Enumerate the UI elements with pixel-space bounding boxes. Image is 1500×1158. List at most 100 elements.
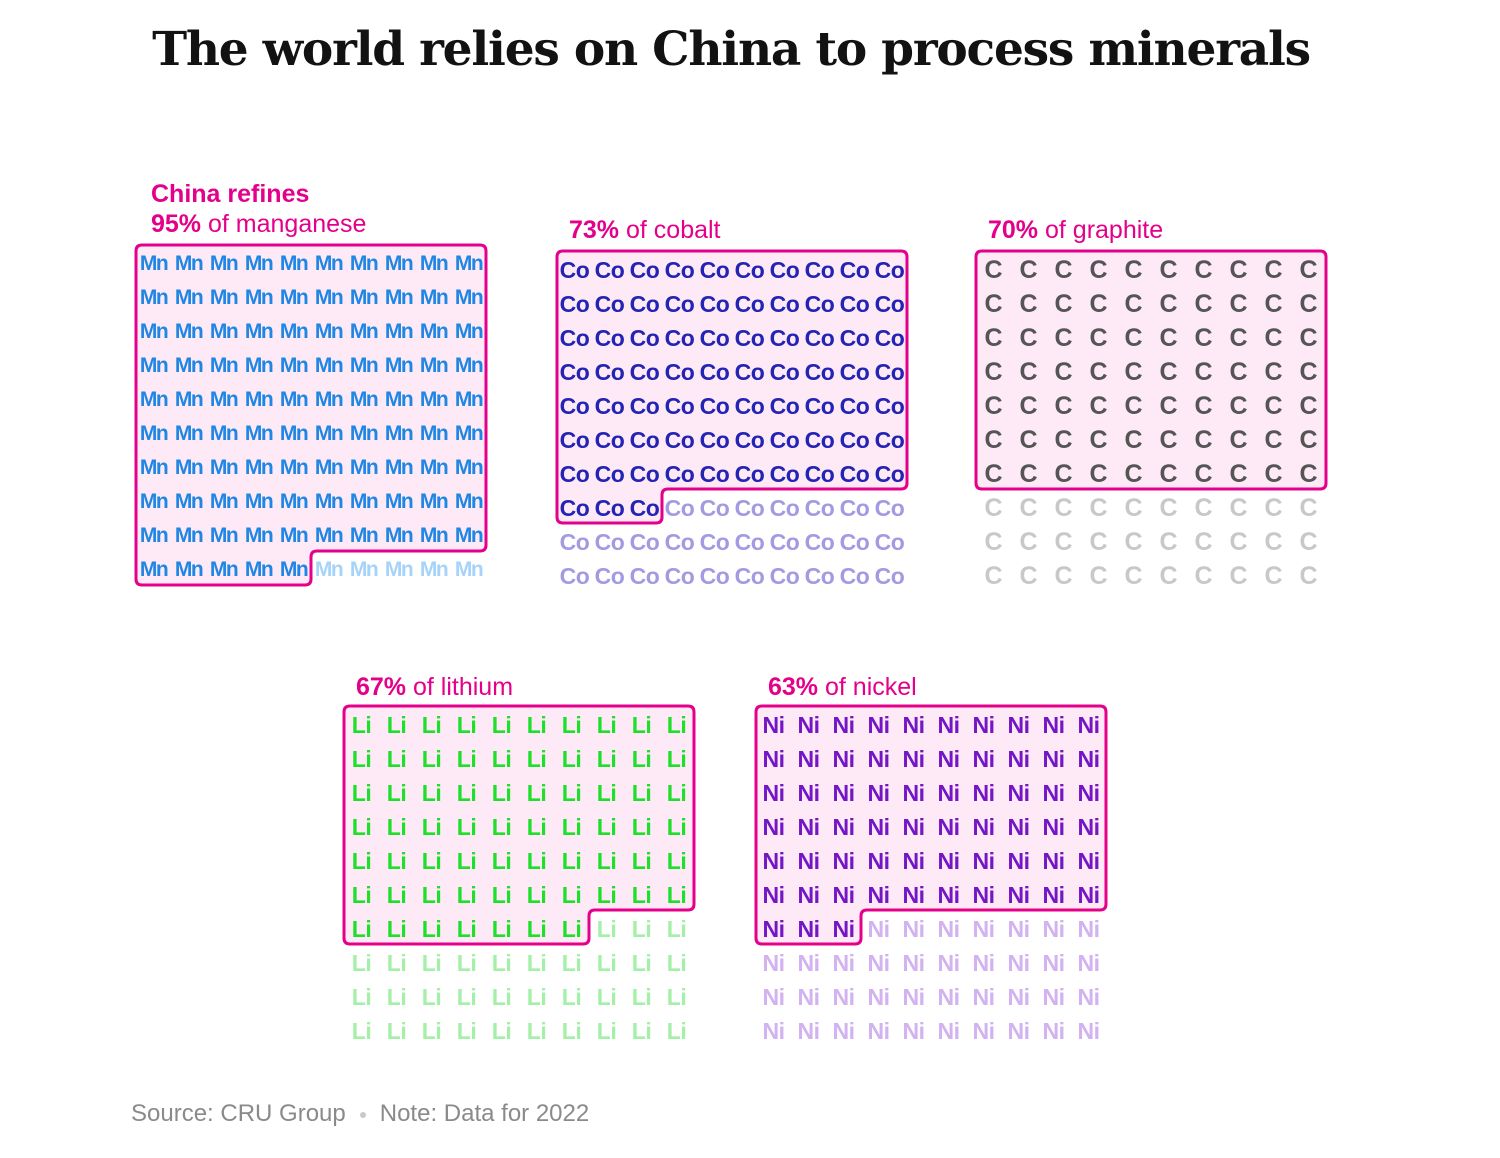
- rest-of-world-unit: Ni: [1042, 916, 1066, 942]
- china-unit: C: [1264, 358, 1283, 386]
- rest-of-world-unit: Li: [666, 916, 687, 942]
- china-unit: Li: [526, 814, 547, 840]
- china-unit: Li: [596, 746, 617, 772]
- china-unit: Ni: [972, 712, 996, 738]
- china-unit: Ni: [1077, 712, 1101, 738]
- name-cobalt: of cobalt: [619, 216, 721, 244]
- rest-of-world-unit: Co: [629, 529, 660, 555]
- rest-of-world-unit: C: [1019, 494, 1038, 522]
- rest-of-world-unit: Li: [421, 1018, 442, 1044]
- china-unit: Ni: [1007, 882, 1031, 908]
- rest-of-world-unit: Ni: [797, 984, 821, 1010]
- china-unit: Ni: [972, 746, 996, 772]
- rest-of-world-unit: Ni: [1077, 1018, 1101, 1044]
- china-unit: Li: [351, 848, 372, 874]
- rest-of-world-unit: Co: [804, 529, 835, 555]
- china-unit: Mn: [384, 490, 414, 513]
- china-unit: C: [984, 460, 1003, 488]
- china-unit: C: [1054, 256, 1073, 284]
- china-share-box: [974, 249, 1328, 491]
- china-unit: Mn: [139, 422, 169, 445]
- china-unit: Co: [769, 325, 800, 351]
- china-unit: Li: [351, 746, 372, 772]
- china-unit: C: [1054, 426, 1073, 454]
- china-unit: Mn: [419, 388, 449, 411]
- china-unit: C: [1089, 290, 1108, 318]
- china-share-box: [555, 249, 909, 525]
- china-unit: Mn: [349, 286, 379, 309]
- china-unit: Li: [351, 712, 372, 738]
- china-unit: Mn: [244, 286, 274, 309]
- china-unit: C: [1159, 256, 1178, 284]
- rest-of-world-unit: C: [984, 562, 1003, 590]
- china-unit: Co: [594, 325, 625, 351]
- china-unit: Co: [769, 393, 800, 419]
- china-unit: Ni: [902, 848, 926, 874]
- rest-of-world-unit: Ni: [902, 1018, 926, 1044]
- china-unit: Mn: [244, 456, 274, 479]
- china-unit: Co: [769, 291, 800, 317]
- rest-of-world-unit: Ni: [1042, 1018, 1066, 1044]
- china-unit: Co: [839, 393, 870, 419]
- china-unit: Ni: [1077, 848, 1101, 874]
- china-unit: Li: [421, 780, 442, 806]
- rest-of-world-unit: Co: [874, 495, 905, 521]
- china-unit: C: [1194, 426, 1213, 454]
- china-unit: Mn: [244, 524, 274, 547]
- china-unit: Co: [664, 325, 695, 351]
- label-nickel: 63% of nickel: [768, 672, 1106, 702]
- china-unit: C: [1124, 392, 1143, 420]
- china-unit: Co: [804, 393, 835, 419]
- china-unit: C: [1299, 426, 1318, 454]
- rest-of-world-unit: Co: [594, 529, 625, 555]
- rest-of-world-unit: Ni: [937, 950, 961, 976]
- waffle-manganese: Mn Mn Mn Mn Mn Mn Mn Mn Mn Mn Mn Mn Mn Mn Mn Mn Mn Mn Mn Mn…: [134, 243, 488, 587]
- rest-of-world-unit: Ni: [832, 984, 856, 1010]
- pct-lithium: 67%: [356, 673, 407, 701]
- china-unit: C: [1159, 460, 1178, 488]
- china-unit: C: [1089, 358, 1108, 386]
- china-unit: Li: [561, 848, 582, 874]
- china-unit: Co: [734, 427, 765, 453]
- china-unit: Co: [594, 427, 625, 453]
- rest-of-world-unit: Li: [596, 1018, 617, 1044]
- china-unit: Co: [804, 257, 835, 283]
- rest-of-world-unit: C: [1159, 528, 1178, 556]
- rest-of-world-unit: Li: [526, 950, 547, 976]
- china-unit: Mn: [384, 252, 414, 275]
- china-unit: Mn: [279, 286, 309, 309]
- china-unit: Co: [559, 461, 590, 487]
- china-unit: Co: [769, 359, 800, 385]
- china-unit: Mn: [349, 320, 379, 343]
- china-unit: Mn: [454, 490, 484, 513]
- rest-of-world-unit: Li: [491, 950, 512, 976]
- china-unit: Mn: [384, 456, 414, 479]
- rest-of-world-unit: Li: [631, 916, 652, 942]
- china-unit: Co: [664, 291, 695, 317]
- rest-of-world-unit: Li: [386, 1018, 407, 1044]
- rest-of-world-unit: Li: [456, 950, 477, 976]
- china-unit: C: [1194, 290, 1213, 318]
- china-unit: Ni: [1042, 746, 1066, 772]
- china-unit: C: [1299, 290, 1318, 318]
- china-unit: Co: [734, 291, 765, 317]
- china-unit: C: [1054, 460, 1073, 488]
- name-nickel: of nickel: [818, 673, 917, 701]
- rest-of-world-unit: C: [1299, 562, 1318, 590]
- china-unit: Mn: [139, 252, 169, 275]
- china-unit: Mn: [244, 320, 274, 343]
- china-unit: C: [984, 290, 1003, 318]
- china-unit: Mn: [209, 422, 239, 445]
- china-unit: Ni: [1042, 712, 1066, 738]
- china-unit: C: [1054, 290, 1073, 318]
- rest-of-world-unit: Li: [456, 984, 477, 1010]
- china-unit: C: [1159, 392, 1178, 420]
- china-unit: Ni: [902, 712, 926, 738]
- china-unit: Ni: [832, 848, 856, 874]
- china-unit: Li: [456, 882, 477, 908]
- rest-of-world-unit: Li: [666, 950, 687, 976]
- china-unit: Li: [491, 882, 512, 908]
- china-unit: C: [984, 324, 1003, 352]
- china-unit: Mn: [419, 524, 449, 547]
- separator-dot: [359, 1111, 366, 1118]
